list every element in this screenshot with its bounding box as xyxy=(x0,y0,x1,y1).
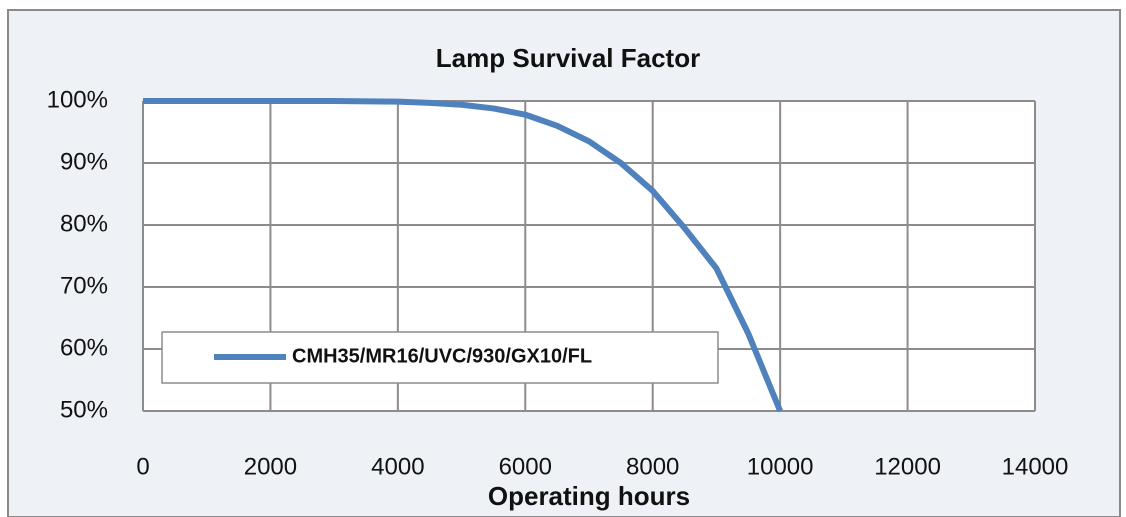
chart-title: Lamp Survival Factor xyxy=(436,43,700,73)
x-tick-label: 6000 xyxy=(499,453,552,480)
x-tick-label: 8000 xyxy=(626,453,679,480)
y-tick-label: 100% xyxy=(47,86,108,113)
y-tick-label: 90% xyxy=(60,148,108,175)
x-axis-title: Operating hours xyxy=(488,481,690,511)
x-tick-label: 0 xyxy=(136,453,149,480)
y-tick-label: 70% xyxy=(60,272,108,299)
y-tick-label: 60% xyxy=(60,334,108,361)
y-tick-label: 50% xyxy=(60,396,108,423)
x-tick-label: 4000 xyxy=(371,453,424,480)
legend-label: CMH35/MR16/UVC/930/GX10/FL xyxy=(292,345,592,367)
x-tick-label: 14000 xyxy=(1002,453,1069,480)
x-tick-label: 10000 xyxy=(747,453,814,480)
x-tick-label: 12000 xyxy=(874,453,941,480)
x-tick-label: 2000 xyxy=(244,453,297,480)
data-line xyxy=(143,98,783,413)
y-tick-label: 80% xyxy=(60,210,108,237)
